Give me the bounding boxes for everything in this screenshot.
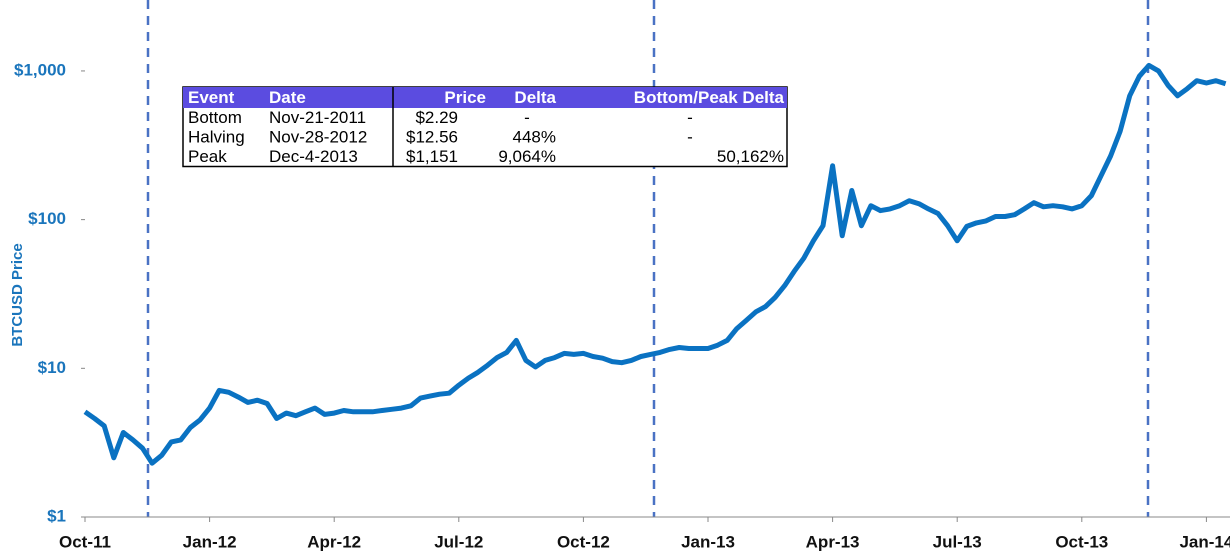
table-cell: - bbox=[524, 108, 530, 127]
x-tick-label: Oct-12 bbox=[557, 532, 610, 551]
y-tick-label: $1,000 bbox=[14, 60, 66, 79]
table-cell: 448% bbox=[513, 128, 556, 147]
x-tick-label: Oct-13 bbox=[1055, 532, 1108, 551]
y-tick-label: $10 bbox=[38, 358, 66, 377]
table-cell: $2.29 bbox=[415, 108, 458, 127]
x-tick-label: Jan-13 bbox=[681, 532, 735, 551]
table-cell: Bottom bbox=[188, 108, 242, 127]
table-header: Date bbox=[269, 88, 306, 107]
table-cell: Peak bbox=[188, 147, 227, 166]
table-cell: Nov-28-2012 bbox=[269, 128, 367, 147]
table-cell: $1,151 bbox=[406, 147, 458, 166]
table-cell: - bbox=[687, 108, 693, 127]
x-tick-label: Apr-13 bbox=[806, 532, 860, 551]
table-cell: 9,064% bbox=[498, 147, 556, 166]
table-cell: Nov-21-2011 bbox=[269, 108, 366, 127]
table-header: Price bbox=[444, 88, 486, 107]
table-cell: Dec-4-2013 bbox=[269, 147, 358, 166]
y-tick-label: $1 bbox=[47, 506, 66, 525]
table-cell: Halving bbox=[188, 128, 245, 147]
x-tick-label: Jul-13 bbox=[933, 532, 982, 551]
data-table: Event Date Price Delta Bottom/Peak Delta Bott… bbox=[182, 86, 788, 168]
x-tick-label: Apr-12 bbox=[307, 532, 361, 551]
y-tick-label: $100 bbox=[28, 209, 66, 228]
table-cell: $12.56 bbox=[406, 128, 458, 147]
table-cell: - bbox=[687, 128, 693, 147]
x-tick-label: Oct-11 bbox=[59, 532, 111, 551]
event-lines bbox=[146, 0, 1150, 517]
x-tick-label: Jan-12 bbox=[183, 532, 237, 551]
table-header-bg bbox=[183, 87, 787, 108]
x-tick-label: Jul-12 bbox=[434, 532, 483, 551]
table-header: Delta bbox=[514, 88, 556, 107]
price-line bbox=[83, 62, 1227, 466]
x-tick-label: Jan-14 bbox=[1179, 532, 1230, 551]
table-header: Event bbox=[188, 88, 235, 107]
table-header: Bottom/Peak Delta bbox=[634, 88, 785, 107]
table-cell: 50,162% bbox=[717, 147, 784, 166]
y-axis-title: BTCUSD Price bbox=[9, 243, 26, 346]
